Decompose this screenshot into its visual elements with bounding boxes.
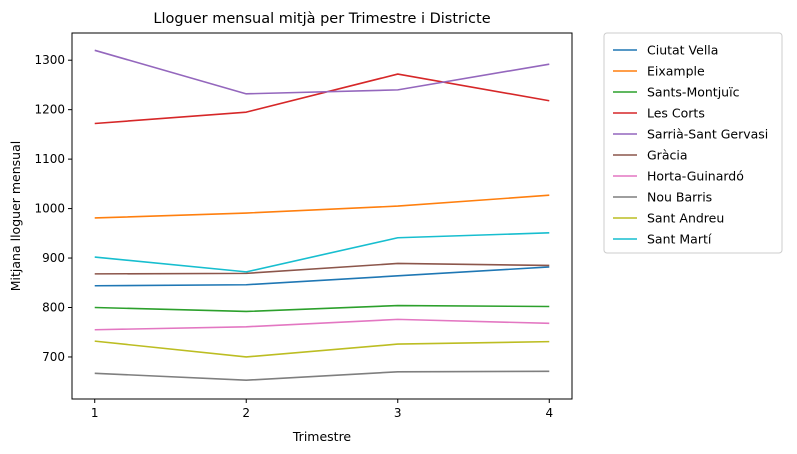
series-line-4 [94, 73, 550, 125]
x-tick-label: 3 [394, 406, 402, 420]
series-line-7 [94, 318, 550, 331]
legend-label: Ciutat Vella [647, 43, 718, 58]
y-axis-label: Mitjana lloguer mensual [8, 141, 23, 291]
y-tick-label: 1300 [34, 53, 65, 67]
plot-area [94, 49, 550, 382]
series-line-5 [94, 49, 550, 95]
y-tick-label: 800 [42, 301, 65, 315]
y-axis: 700 800 900 1000 1100 1200 1300 [34, 53, 72, 364]
y-tick-label: 1200 [34, 103, 65, 117]
x-tick-label: 4 [545, 406, 553, 420]
series-line-6 [94, 262, 550, 275]
legend-box [603, 32, 783, 254]
chart-title: Lloguer mensual mitjà per Trimestre i Di… [153, 11, 490, 27]
plot-frame [71, 32, 573, 400]
legend-label: Eixample [647, 64, 705, 79]
legend-label: Sant Martí [647, 232, 712, 247]
legend-label: Les Corts [647, 106, 705, 121]
legend-label: Sant Andreu [647, 211, 724, 226]
legend-label: Sarrià-Sant Gervasi [647, 127, 768, 142]
series-line-2 [94, 194, 550, 219]
series-line-1 [94, 266, 550, 287]
y-tick-label: 1100 [34, 152, 65, 166]
y-tick-label: 700 [42, 350, 65, 364]
legend-label: Gràcia [647, 148, 688, 163]
series-line-9 [94, 340, 550, 358]
x-axis-label: Trimestre [292, 429, 352, 444]
y-tick-label: 1000 [34, 202, 65, 216]
series-line-8 [94, 370, 550, 382]
legend-label: Nou Barris [647, 190, 712, 205]
x-tick-label: 1 [91, 406, 99, 420]
legend-label: Horta-Guinardó [647, 169, 744, 184]
legend-label: Sants-Montjuïc [647, 85, 740, 100]
series-line-10 [94, 232, 550, 273]
x-axis: 1 2 3 4 [91, 399, 553, 420]
series-line-3 [94, 304, 550, 313]
x-tick-label: 2 [242, 406, 250, 420]
legend: Ciutat Vella Eixample Sants-Montjuïc Les Co… [603, 32, 783, 254]
y-tick-label: 900 [42, 251, 65, 265]
